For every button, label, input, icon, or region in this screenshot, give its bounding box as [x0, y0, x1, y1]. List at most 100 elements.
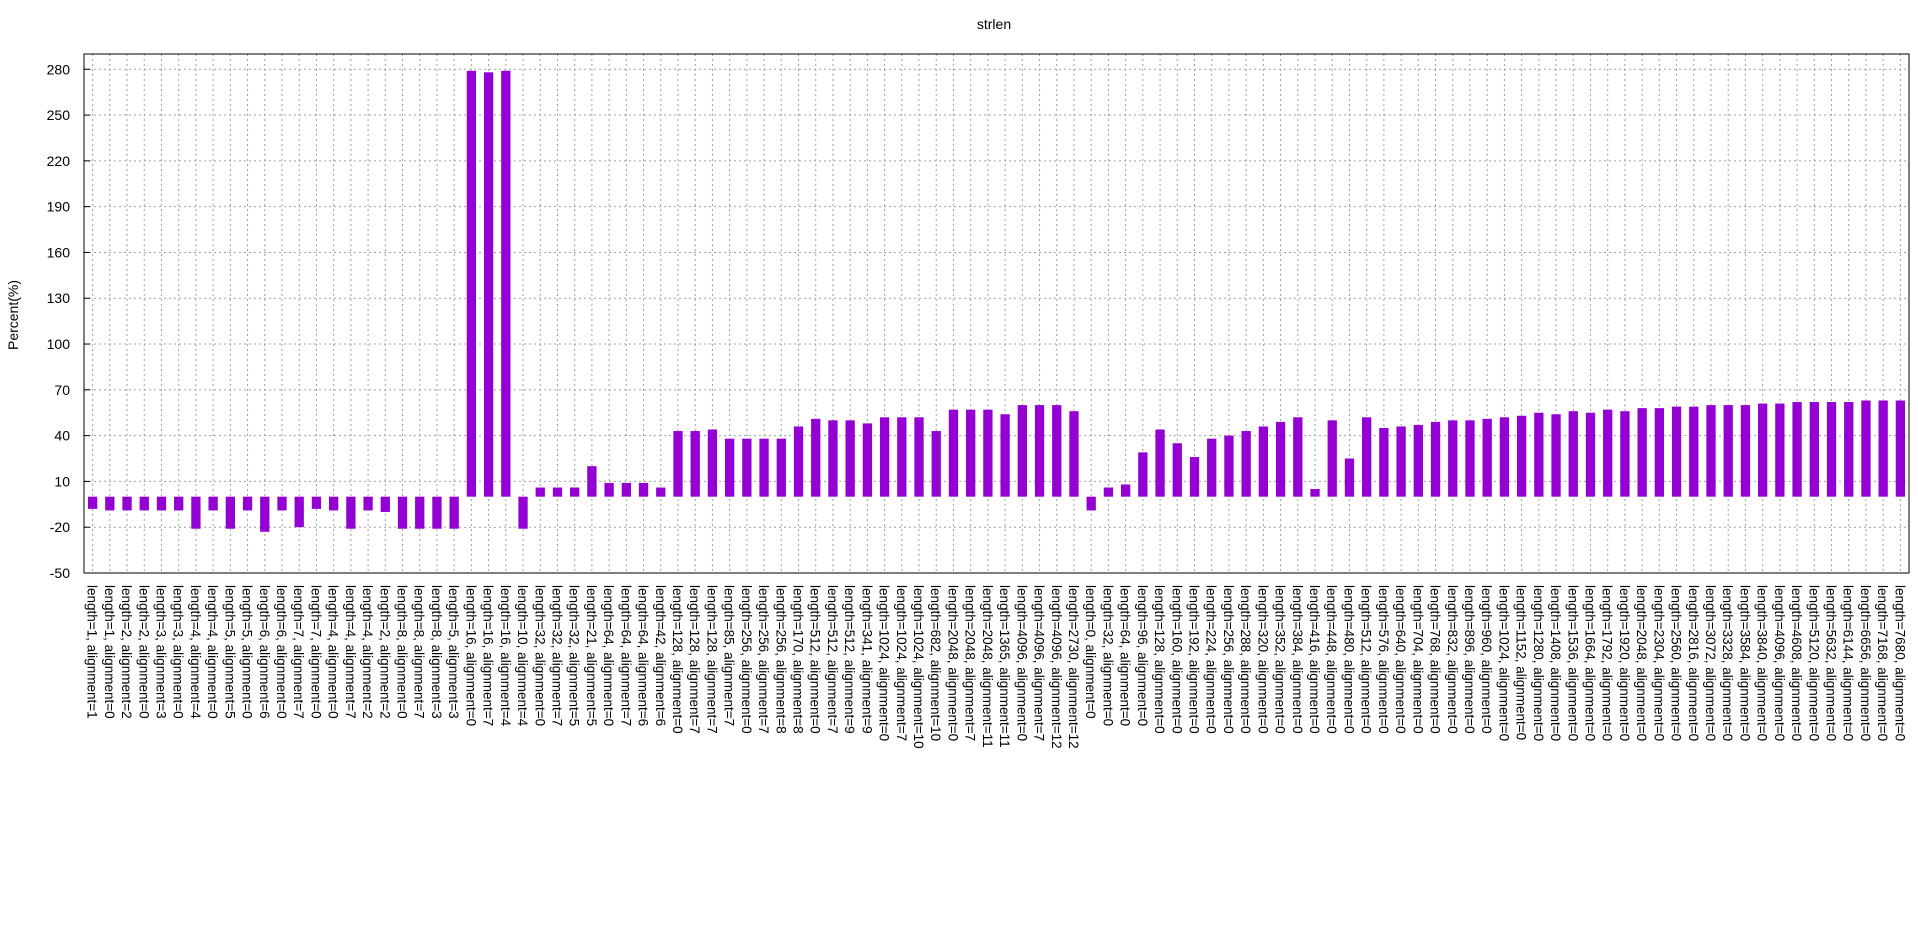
x-tick-label: length=256, alignment=0	[1221, 585, 1236, 734]
x-tick-label: length=64, alignment=0	[1118, 585, 1133, 726]
x-tick-label: length=5632, alignment=0	[1824, 585, 1839, 741]
bar	[1516, 415, 1527, 497]
x-tick-label: length=85, alignment=7	[722, 585, 737, 726]
bar	[1224, 435, 1234, 497]
y-tick-label: 160	[47, 244, 71, 260]
bar	[397, 496, 408, 529]
bar	[1362, 417, 1372, 497]
bar	[466, 70, 477, 497]
x-tick-label: length=2048, alignment=0	[945, 585, 960, 741]
bar	[1189, 456, 1200, 497]
x-tick-label: length=7680, alignment=0	[1892, 585, 1907, 741]
x-tick-label: length=2730, alignment=12	[1066, 585, 1081, 749]
bar	[1861, 400, 1871, 497]
bar	[432, 496, 442, 529]
x-tick-label: length=64, alignment=7	[618, 585, 633, 726]
x-tick-label: length=4, alignment=4	[188, 585, 203, 719]
bar	[1895, 400, 1906, 497]
x-tick-label: length=768, alignment=0	[1428, 585, 1443, 734]
bar	[587, 466, 597, 497]
bar	[1344, 458, 1355, 497]
x-tick-label: length=4608, alignment=0	[1789, 585, 1804, 741]
x-tick-label: length=2, alignment=2	[119, 585, 134, 719]
bar	[535, 487, 545, 497]
x-tick-label: length=1365, alignment=11	[997, 585, 1012, 748]
bar	[1654, 408, 1665, 497]
x-tick-label: length=4096, alignment=12	[1049, 585, 1064, 749]
bar	[1017, 405, 1027, 497]
bar	[1482, 418, 1492, 497]
bar	[483, 72, 494, 497]
bar	[208, 496, 218, 511]
x-tick-label: length=4096, alignment=0	[1014, 585, 1029, 741]
bar	[1689, 406, 1699, 497]
x-tick-label: length=1024, alignment=10	[911, 585, 926, 749]
bar	[1241, 431, 1251, 497]
x-tick-label: length=16, alignment=7	[481, 585, 496, 726]
bar	[1706, 405, 1716, 497]
bar	[346, 496, 356, 529]
x-tick-label: length=4, alignment=2	[360, 585, 375, 719]
bar	[415, 496, 425, 529]
x-tick-label: length=10, alignment=4	[515, 585, 530, 727]
bar	[1620, 411, 1630, 497]
bar	[707, 429, 718, 497]
x-tick-label: length=256, alignment=7	[756, 585, 771, 734]
x-tick-label: length=4, alignment=0	[326, 585, 341, 719]
bar	[1809, 402, 1819, 497]
bar	[914, 417, 924, 497]
bar	[948, 409, 959, 497]
x-tick-label: length=1664, alignment=0	[1582, 585, 1597, 741]
bar	[122, 496, 132, 511]
x-tick-label: length=170, alignment=8	[791, 585, 806, 734]
bar	[1120, 484, 1131, 497]
bar	[1740, 405, 1751, 497]
x-tick-label: length=5, alignment=0	[240, 585, 255, 719]
bar	[1000, 414, 1010, 497]
bar	[845, 420, 855, 497]
bar	[87, 496, 98, 509]
x-tick-label: length=576, alignment=0	[1376, 585, 1391, 734]
x-tick-label: length=960, alignment=0	[1479, 585, 1494, 734]
bar	[1844, 402, 1854, 497]
bar	[1499, 417, 1510, 497]
bar	[1138, 452, 1148, 497]
x-tick-label: length=512, alignment=0	[808, 585, 823, 734]
x-tick-label: length=160, alignment=0	[1169, 585, 1184, 734]
bar	[759, 438, 769, 497]
x-tick-label: length=1024, alignment=0	[877, 585, 892, 741]
bar	[1534, 412, 1544, 497]
bar	[1448, 420, 1458, 497]
bar	[139, 496, 149, 511]
x-tick-label: length=320, alignment=0	[1255, 585, 1270, 734]
x-tick-label: length=1920, alignment=0	[1617, 585, 1632, 741]
x-tick-label: length=2048, alignment=7	[963, 585, 978, 741]
bar	[191, 496, 201, 529]
bar	[1052, 405, 1062, 497]
bar	[1086, 496, 1096, 511]
x-tick-label: length=128, alignment=7	[687, 585, 702, 734]
bar	[621, 482, 631, 497]
x-tick-label: length=16, alignment=4	[498, 585, 513, 727]
x-tick-label: length=3328, alignment=0	[1720, 585, 1735, 741]
bar	[983, 409, 993, 497]
bar	[449, 496, 459, 529]
bar	[1792, 402, 1802, 497]
x-tick-label: length=64, alignment=6	[636, 585, 651, 726]
bar	[1069, 411, 1079, 497]
y-axis-label: Percent(%)	[5, 280, 21, 350]
bar	[1379, 427, 1389, 497]
bar	[260, 496, 270, 532]
bar	[604, 482, 614, 497]
x-tick-label: length=7, alignment=0	[308, 585, 323, 719]
x-tick-label: length=8, alignment=3	[429, 585, 444, 719]
bar	[1551, 414, 1561, 497]
bar	[1103, 487, 1114, 497]
bar	[570, 487, 580, 497]
bar	[1275, 421, 1286, 497]
x-tick-label: length=4096, alignment=0	[1772, 585, 1787, 741]
bar	[879, 417, 890, 497]
x-tick-label: length=832, alignment=0	[1445, 585, 1460, 734]
x-tick-label: length=8, alignment=0	[395, 585, 410, 719]
bar	[501, 70, 511, 497]
